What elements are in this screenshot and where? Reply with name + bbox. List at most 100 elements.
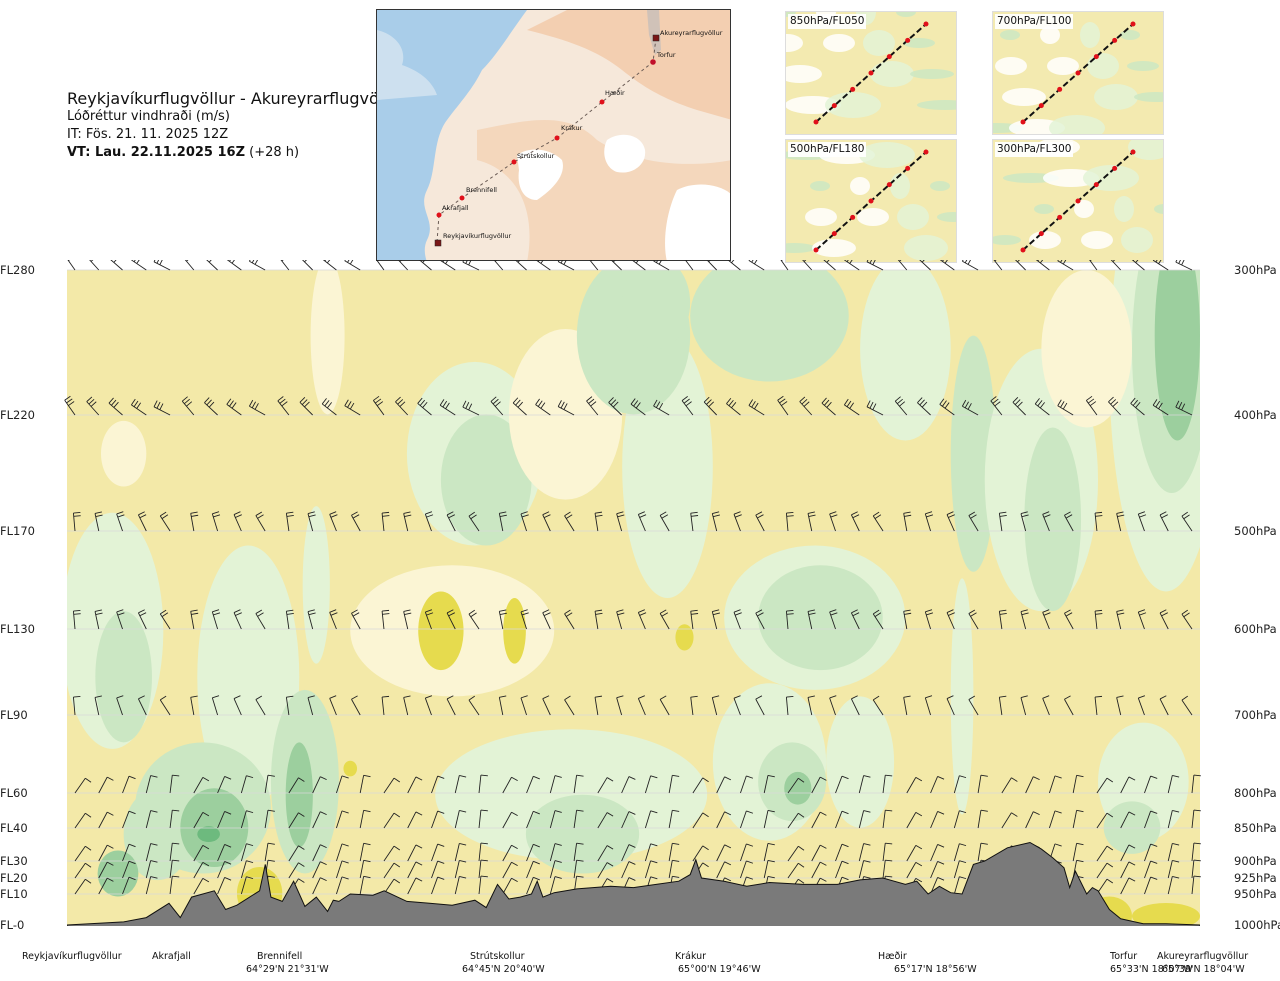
wind-barb (659, 695, 670, 716)
wind-barb (821, 397, 836, 416)
wind-barb (359, 774, 371, 794)
wind-barb (153, 260, 171, 271)
wind-barb (116, 695, 124, 716)
wind-barb (998, 609, 1007, 630)
wind-barb (716, 844, 732, 862)
wind-barb (153, 400, 171, 416)
station-label: Strútskollur (470, 951, 525, 962)
wind-barb (953, 775, 967, 794)
contour-region (343, 760, 358, 777)
wind-barb (866, 400, 884, 416)
map-label-brennifell: Brennifell (466, 186, 497, 194)
wind-barb (733, 695, 741, 716)
mini-contour (995, 57, 1027, 75)
wind-barb (787, 777, 805, 794)
wind-barb (763, 859, 775, 879)
wind-barb (74, 878, 92, 895)
wind-barb (468, 511, 480, 532)
wind-barb (549, 876, 562, 895)
mini-contour (917, 100, 956, 110)
wind-barb (716, 861, 732, 879)
wind-barb (335, 860, 349, 879)
contour-region (197, 545, 300, 808)
wind-barb (94, 695, 102, 716)
wind-barb (621, 811, 636, 829)
wind-barb (968, 511, 979, 532)
wind-barb (549, 775, 562, 794)
wind-barb (872, 609, 884, 630)
wind-barb (1094, 511, 1103, 532)
wind-barb (1159, 609, 1169, 630)
wind-barb (359, 859, 371, 879)
mini-contour (1002, 88, 1046, 106)
wind-barb (285, 511, 294, 532)
wind-barb (64, 395, 76, 416)
wind-barb (431, 843, 445, 862)
fl-tick-label: FL10 (0, 887, 28, 901)
wind-barb (233, 511, 242, 532)
mini-waypoint (923, 21, 929, 27)
contour-region (197, 826, 220, 843)
wind-barb (280, 260, 290, 271)
wind-barb (381, 511, 390, 532)
wind-barb (169, 842, 180, 862)
terrain-profile (67, 841, 1200, 926)
wind-barb (446, 695, 456, 716)
fl-tick-label: FL60 (0, 786, 28, 800)
mini-contour (1134, 92, 1163, 102)
wind-barb (431, 810, 445, 829)
wind-barb (514, 260, 527, 271)
wind-barb (145, 775, 158, 794)
wind-barb (917, 397, 931, 416)
wind-barb (829, 695, 837, 716)
mini-contour (857, 208, 889, 226)
wind-barb (169, 859, 180, 879)
wind-barb (1048, 810, 1062, 829)
wind-barb (573, 859, 584, 879)
mini-contour (1029, 231, 1061, 249)
wind-barb (86, 396, 100, 416)
wind-barb (159, 695, 171, 716)
route-map: Akureyrarflugvöllur Torfur Hæðir Krákur … (376, 9, 731, 261)
wind-barb (573, 842, 584, 862)
wind-barb (946, 609, 955, 630)
wind-barb (659, 511, 670, 532)
wind-barb (872, 695, 884, 716)
station-label: Brennifell (257, 951, 303, 962)
wind-barb (727, 260, 741, 271)
wind-barb (1181, 695, 1193, 716)
mini-contour (1114, 196, 1134, 222)
wind-barb (549, 860, 562, 879)
contour-region (418, 591, 464, 671)
fl-tick-label: FL130 (0, 622, 35, 636)
wind-barb (616, 695, 624, 716)
wind-barb (454, 775, 467, 794)
wind-barb (858, 810, 871, 829)
wind-barb (882, 859, 893, 879)
wind-barb (431, 876, 445, 895)
wind-barb (829, 609, 838, 630)
wind-barb (204, 397, 218, 416)
hpa-tick-label: 700hPa (1234, 708, 1277, 722)
wind-barb (733, 511, 742, 532)
wind-barb (288, 777, 305, 794)
mini-contour (786, 34, 803, 52)
wind-barb (866, 260, 884, 271)
station-label: Akureyrarflugvöllur (1157, 951, 1249, 962)
mini-panel-850-svg (786, 12, 956, 125)
wind-barb (1096, 845, 1114, 862)
wind-barb (653, 260, 670, 271)
wind-barb (564, 609, 575, 630)
wind-barb (1096, 812, 1114, 829)
wind-barb (850, 695, 860, 716)
wind-barb (594, 511, 603, 532)
wind-barb (307, 695, 315, 716)
wind-barb (835, 843, 849, 862)
wind-barb (89, 260, 100, 271)
wind-barb (637, 695, 646, 716)
wind-barb (335, 810, 349, 829)
variable-label: Lóðréttur vindhraði (m/s) (67, 109, 230, 124)
contour-region (285, 742, 313, 848)
pressure-axis: 300hPa 400hPa 500hPa 600hPa 700hPa 800hPa 850h… (1234, 263, 1280, 932)
contour-region (97, 850, 139, 897)
